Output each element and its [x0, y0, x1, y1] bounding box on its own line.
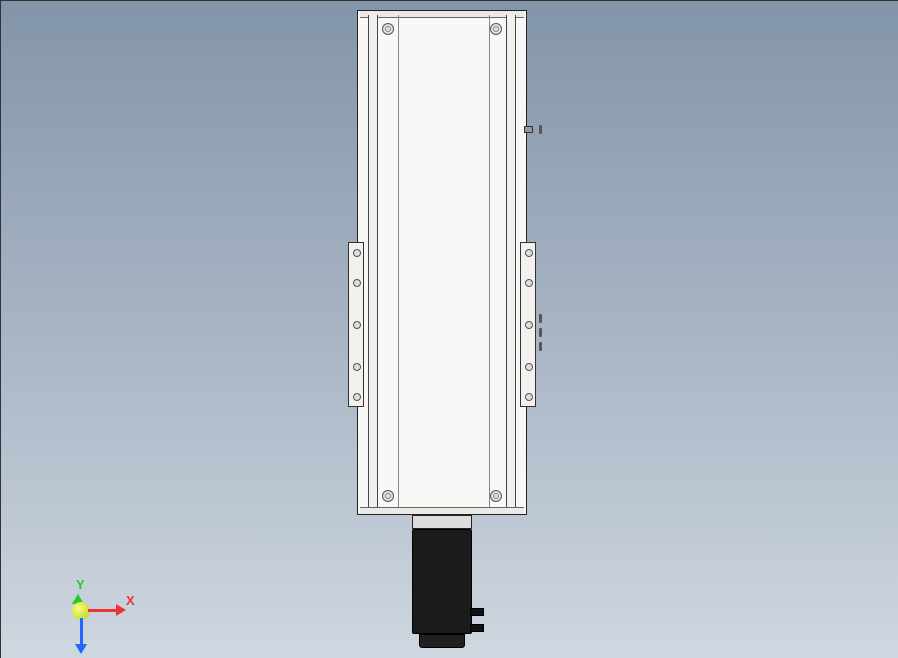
z-axis-arrow-icon	[75, 644, 87, 654]
screw-top-right	[490, 23, 502, 35]
motor-end-cap	[419, 634, 465, 648]
rail-left	[368, 15, 378, 512]
screw-bottom-right	[490, 490, 502, 502]
screw-top-left	[382, 23, 394, 35]
side-pin	[524, 126, 533, 133]
x-axis-label: X	[126, 593, 135, 608]
x-axis-line	[88, 609, 118, 612]
y-axis-label: Y	[76, 577, 85, 592]
rail-right	[506, 15, 516, 512]
cad-viewport[interactable]: X Y Z	[0, 0, 898, 658]
z-axis-line	[80, 618, 83, 646]
orientation-triad[interactable]: X Y Z	[58, 570, 128, 640]
screw-bottom-left	[382, 490, 394, 502]
motor-connector	[470, 608, 484, 616]
bottom-cap	[360, 507, 524, 514]
center-panel	[398, 15, 490, 512]
motor-mount-plate	[412, 515, 472, 529]
mount-bracket-left	[348, 242, 364, 407]
motor-body	[412, 529, 472, 634]
model-assembly[interactable]	[357, 10, 527, 650]
motor-connector	[470, 624, 484, 632]
x-axis-arrow-icon	[116, 604, 126, 616]
mount-bracket-right	[520, 242, 536, 407]
main-enclosure	[357, 10, 527, 515]
